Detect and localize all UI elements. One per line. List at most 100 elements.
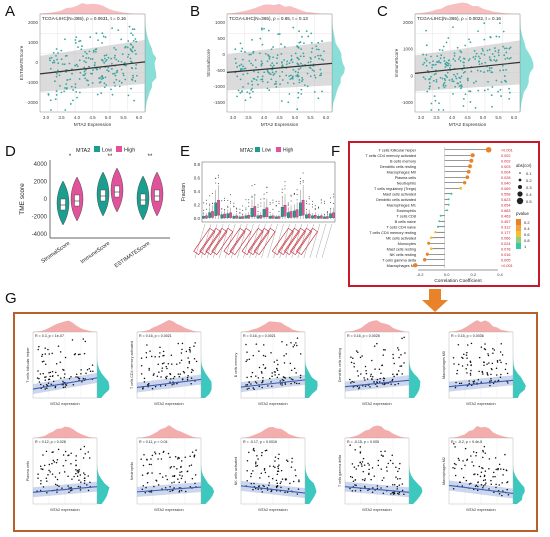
data-point: [509, 46, 512, 49]
data-point: [454, 386, 457, 389]
data-point: [376, 342, 378, 345]
data-point: [280, 469, 283, 472]
data-point: [359, 356, 362, 359]
outlier-point: [203, 212, 205, 214]
y-tick-label: -500: [216, 68, 226, 73]
data-point: [64, 356, 67, 359]
data-point: [248, 381, 250, 384]
data-point: [445, 74, 447, 77]
data-point: [302, 52, 305, 55]
data-point: [236, 75, 239, 78]
data-point: [161, 370, 163, 372]
data-point: [490, 377, 492, 380]
data-point: [179, 474, 181, 476]
data-point: [52, 459, 55, 462]
data-point: [425, 53, 428, 56]
data-point: [278, 373, 280, 376]
data-point: [92, 51, 95, 53]
outlier-point: [251, 185, 253, 187]
box: [280, 206, 284, 217]
data-point: [349, 444, 351, 446]
data-point: [489, 36, 492, 39]
box-inner: [114, 185, 120, 198]
data-point: [141, 488, 144, 491]
data-point: [77, 46, 79, 49]
data-point: [483, 445, 486, 448]
data-point: [466, 385, 469, 387]
data-point: [85, 57, 88, 59]
data-point: [140, 373, 143, 375]
y-tick-label: 0.2: [194, 203, 201, 208]
data-point: [495, 79, 498, 82]
data-point: [120, 68, 123, 71]
data-point: [359, 489, 362, 492]
row-label: Macrophages M0: [387, 170, 416, 174]
legend-color-label: 0.4: [524, 226, 530, 231]
data-point: [399, 462, 401, 465]
data-point: [492, 352, 494, 354]
data-point: [264, 52, 267, 55]
data-point: [84, 72, 87, 75]
outlier-point: [296, 194, 298, 196]
data-point: [64, 38, 66, 41]
legend-swatch-high: [116, 146, 122, 152]
data-point: [154, 355, 156, 358]
outlier-point: [324, 213, 326, 215]
data-point: [173, 465, 175, 468]
data-point: [490, 483, 493, 486]
data-point: [384, 450, 386, 452]
data-point: [248, 60, 251, 62]
x-tick-stub: [225, 223, 236, 259]
data-point: [51, 473, 54, 475]
data-point: [479, 70, 482, 72]
data-point: [144, 491, 147, 494]
data-point: [254, 462, 257, 465]
data-point: [51, 451, 53, 453]
outlier-point: [218, 174, 220, 176]
data-point: [252, 470, 254, 472]
y-tick-label: 0: [222, 52, 225, 57]
significance-mark: **: [148, 154, 153, 160]
outlier-point: [269, 202, 271, 204]
outlier-point: [290, 195, 292, 197]
data-point: [244, 67, 247, 70]
data-point: [310, 32, 313, 35]
data-point: [486, 373, 489, 375]
data-point: [181, 378, 184, 381]
data-point: [297, 91, 300, 94]
data-point: [425, 64, 428, 67]
data-point: [310, 41, 313, 44]
data-point: [260, 27, 263, 30]
data-point: [269, 64, 272, 67]
outlier-point: [330, 208, 332, 210]
pvalue-label: 0.078: [501, 247, 511, 251]
data-point: [377, 464, 380, 467]
data-point: [58, 472, 61, 474]
data-point: [477, 89, 480, 92]
data-point: [75, 90, 78, 93]
data-point: [89, 58, 92, 60]
outlier-point: [254, 194, 256, 196]
box: [299, 202, 302, 216]
data-point: [69, 78, 72, 81]
data-point: [363, 479, 366, 482]
lollipop-dot: [470, 153, 475, 158]
data-point: [246, 359, 248, 361]
data-point: [293, 344, 296, 346]
outlier-point: [239, 208, 241, 210]
data-point: [277, 363, 279, 366]
outlier-point: [302, 181, 304, 183]
data-point: [86, 484, 88, 486]
data-point: [466, 351, 468, 354]
outlier-point: [236, 207, 238, 209]
data-point: [355, 484, 357, 487]
data-point: [272, 465, 275, 467]
data-point: [133, 99, 136, 102]
data-point: [462, 72, 465, 74]
outlier-point: [230, 194, 232, 196]
data-point: [466, 364, 469, 366]
data-point: [267, 385, 269, 387]
box: [232, 216, 236, 219]
data-point: [268, 72, 271, 75]
data-point: [428, 87, 431, 90]
